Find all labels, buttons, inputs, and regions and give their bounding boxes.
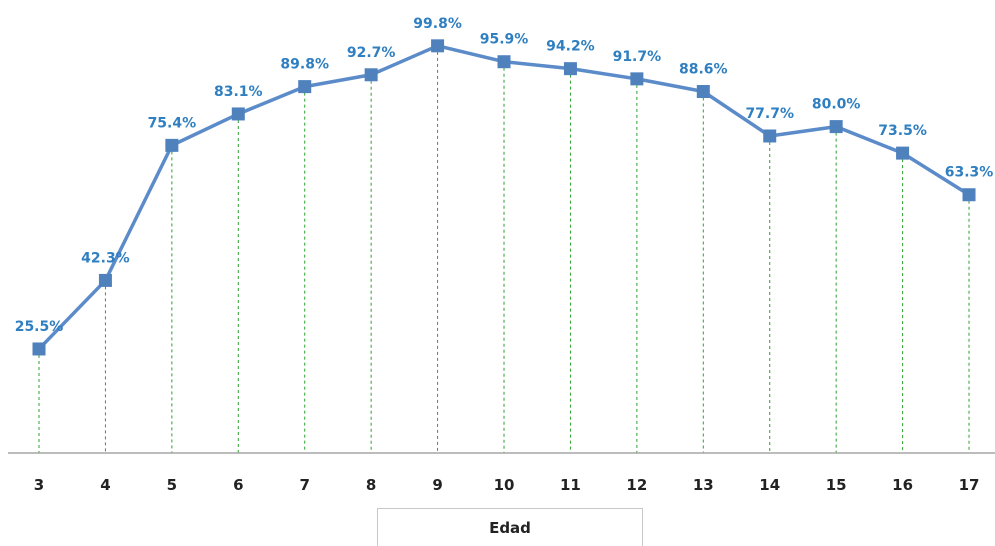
data-point-marker <box>829 120 843 134</box>
data-label: 92.7% <box>347 45 396 61</box>
data-label: 99.8% <box>413 16 462 32</box>
data-point-marker <box>630 72 644 86</box>
data-label: 75.4% <box>148 115 197 131</box>
x-tick-label: 4 <box>100 476 110 494</box>
x-tick-label: 10 <box>494 476 515 494</box>
data-label: 80.0% <box>812 97 861 113</box>
data-point-marker <box>298 80 312 94</box>
data-point-marker <box>32 342 46 356</box>
data-point-marker <box>364 68 378 82</box>
data-label: 42.3% <box>81 250 130 266</box>
data-label: 95.9% <box>480 32 529 48</box>
data-label: 83.1% <box>214 84 263 100</box>
x-tick-label: 15 <box>826 476 847 494</box>
data-label: 63.3% <box>945 165 994 181</box>
data-label: 73.5% <box>878 123 927 139</box>
data-point-marker <box>563 62 577 76</box>
data-point-marker <box>763 129 777 143</box>
data-point-marker <box>896 146 910 160</box>
x-tick-label: 5 <box>167 476 177 494</box>
x-axis-title: Edad <box>377 508 643 546</box>
data-point-marker <box>98 273 112 287</box>
x-tick-label: 9 <box>432 476 442 494</box>
data-point-marker <box>431 39 445 53</box>
data-label: 94.2% <box>546 39 595 55</box>
x-tick-label: 17 <box>959 476 980 494</box>
data-point-marker <box>231 107 245 121</box>
x-tick-label: 6 <box>233 476 243 494</box>
x-tick-label: 8 <box>366 476 376 494</box>
x-tick-label: 3 <box>34 476 44 494</box>
data-label: 25.5% <box>15 319 64 335</box>
x-tick-label: 14 <box>759 476 780 494</box>
x-tick-label: 7 <box>300 476 310 494</box>
data-point-marker <box>165 138 179 152</box>
x-tick-label: 12 <box>626 476 647 494</box>
data-label: 91.7% <box>613 49 662 65</box>
data-label: 88.6% <box>679 62 728 78</box>
data-label: 77.7% <box>745 106 794 122</box>
data-point-marker <box>497 55 511 69</box>
x-tick-label: 11 <box>560 476 581 494</box>
x-tick-label: 13 <box>693 476 714 494</box>
x-tick-label: 16 <box>892 476 913 494</box>
data-label: 89.8% <box>280 57 329 73</box>
data-point-marker <box>696 85 710 99</box>
data-point-marker <box>962 188 976 202</box>
